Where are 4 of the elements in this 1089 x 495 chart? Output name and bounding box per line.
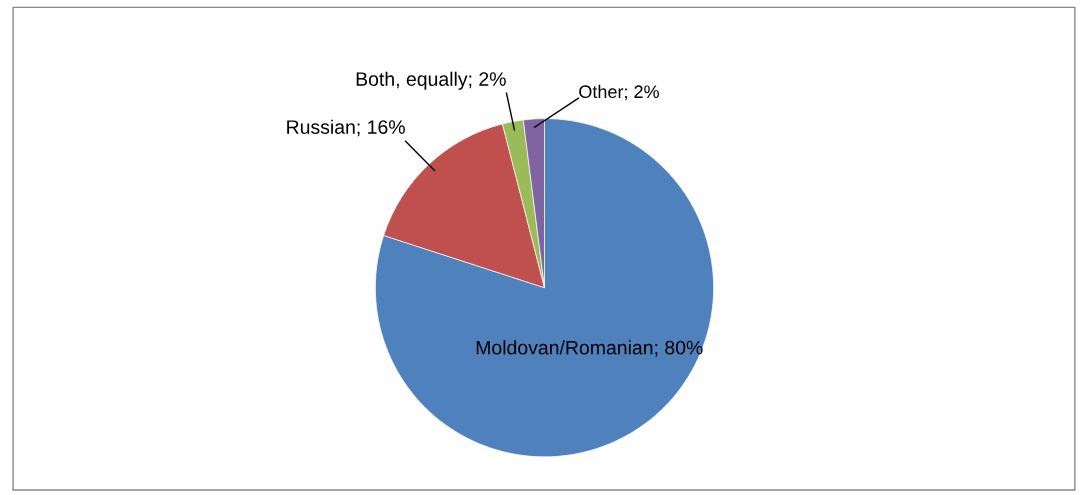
slice-label: Other; 2% (579, 84, 659, 101)
slice-label: Moldovan/Romanian; 80% (476, 340, 703, 357)
slice-label: Russian; 16% (287, 119, 405, 137)
slice-label: Both, equally; 2% (356, 71, 506, 90)
